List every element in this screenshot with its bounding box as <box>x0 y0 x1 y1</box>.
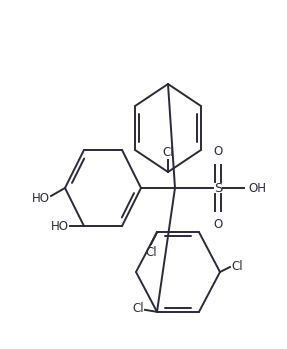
Text: S: S <box>214 181 222 194</box>
Text: O: O <box>213 218 223 231</box>
Text: Cl: Cl <box>132 302 144 315</box>
Text: Cl: Cl <box>162 146 174 159</box>
Text: HO: HO <box>51 220 69 232</box>
Text: Cl: Cl <box>231 260 243 273</box>
Text: Cl: Cl <box>145 246 157 259</box>
Text: OH: OH <box>248 181 266 194</box>
Text: HO: HO <box>32 192 50 205</box>
Text: O: O <box>213 145 223 158</box>
